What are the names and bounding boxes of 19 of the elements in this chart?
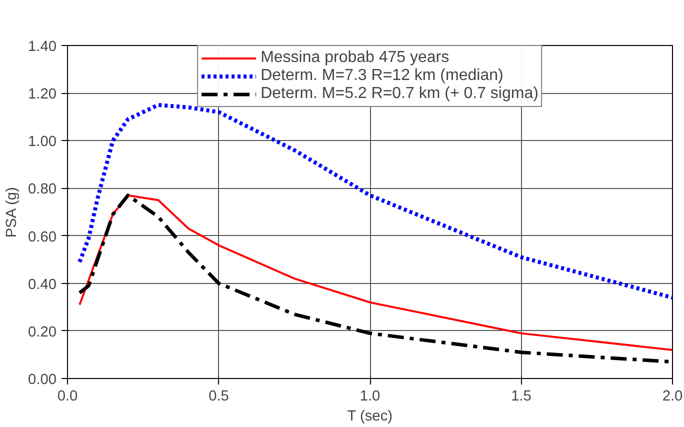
legend-label: Determ. M=5.2 R=0.7 km (+ 0.7 sigma) [260, 85, 538, 103]
x-tick-label: 0.0 [57, 388, 78, 404]
y-tick-label: 0.40 [28, 276, 57, 293]
x-tick-label: 1.0 [360, 388, 380, 404]
x-tick-label: 2.0 [662, 388, 683, 404]
y-tick-label: 1.40 [28, 39, 57, 55]
y-tick-label: 1.20 [28, 86, 57, 103]
y-axis-title: PSA (g) [4, 187, 20, 238]
y-tick-label: 0.20 [28, 324, 57, 340]
legend-label: Determ. M=7.3 R=12 km (median) [260, 67, 504, 85]
legend-label: Messina probab 475 years [260, 49, 450, 67]
x-tick-label: 0.5 [208, 388, 229, 404]
x-tick-label: 1.5 [511, 388, 532, 404]
y-tick-label: 0.80 [28, 182, 57, 198]
line-series [78, 102, 672, 300]
x-axis-title: T (sec) [347, 408, 393, 424]
y-tick-label: 1.00 [28, 134, 57, 150]
y-tick-label: 0.00 [28, 372, 57, 388]
y-tick-label: 0.60 [28, 229, 57, 246]
